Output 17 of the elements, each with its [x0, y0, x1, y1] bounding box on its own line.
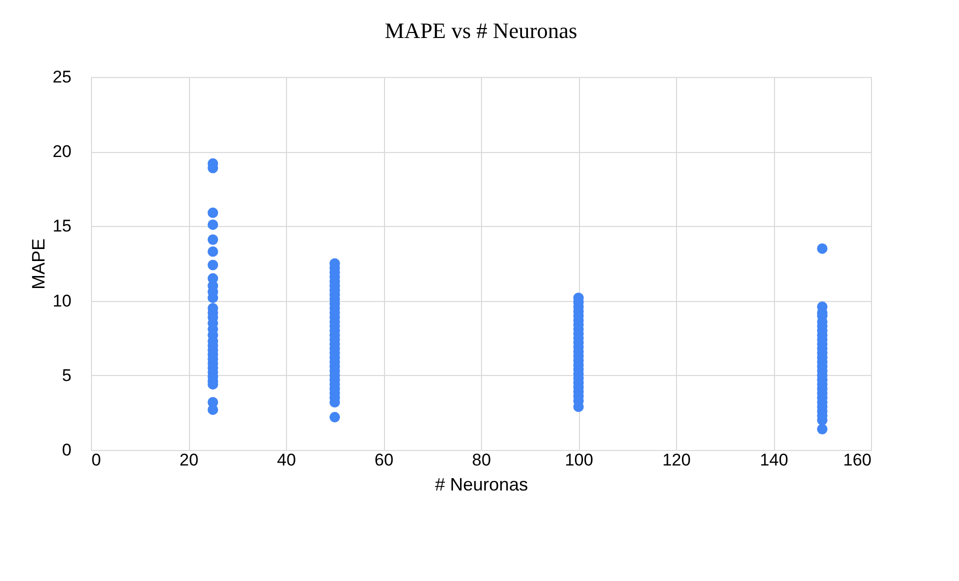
x-tick-label: 140	[760, 450, 788, 470]
x-tick-label: 20	[180, 450, 198, 470]
x-tick-label: 0	[92, 450, 101, 470]
y-tick-label: 15	[52, 216, 72, 236]
y-tick-label: 25	[52, 68, 72, 86]
x-tick-label: 160	[843, 450, 872, 470]
x-tick-label: 60	[374, 450, 394, 470]
y-tick-label: 10	[52, 291, 72, 310]
x-axis-title: # Neuronas	[434, 474, 528, 494]
x-tick-label: 120	[662, 450, 691, 470]
x-tick-label: 40	[277, 450, 296, 470]
x-tick-label: 80	[472, 450, 491, 470]
y-axis-title: MAPE	[28, 238, 49, 290]
y-tick-label: 5	[62, 366, 72, 385]
x-tick-label: 100	[564, 450, 594, 470]
y-tick-label: 20	[52, 142, 72, 162]
chart-title: MAPE vs # Neuronas	[384, 18, 578, 43]
